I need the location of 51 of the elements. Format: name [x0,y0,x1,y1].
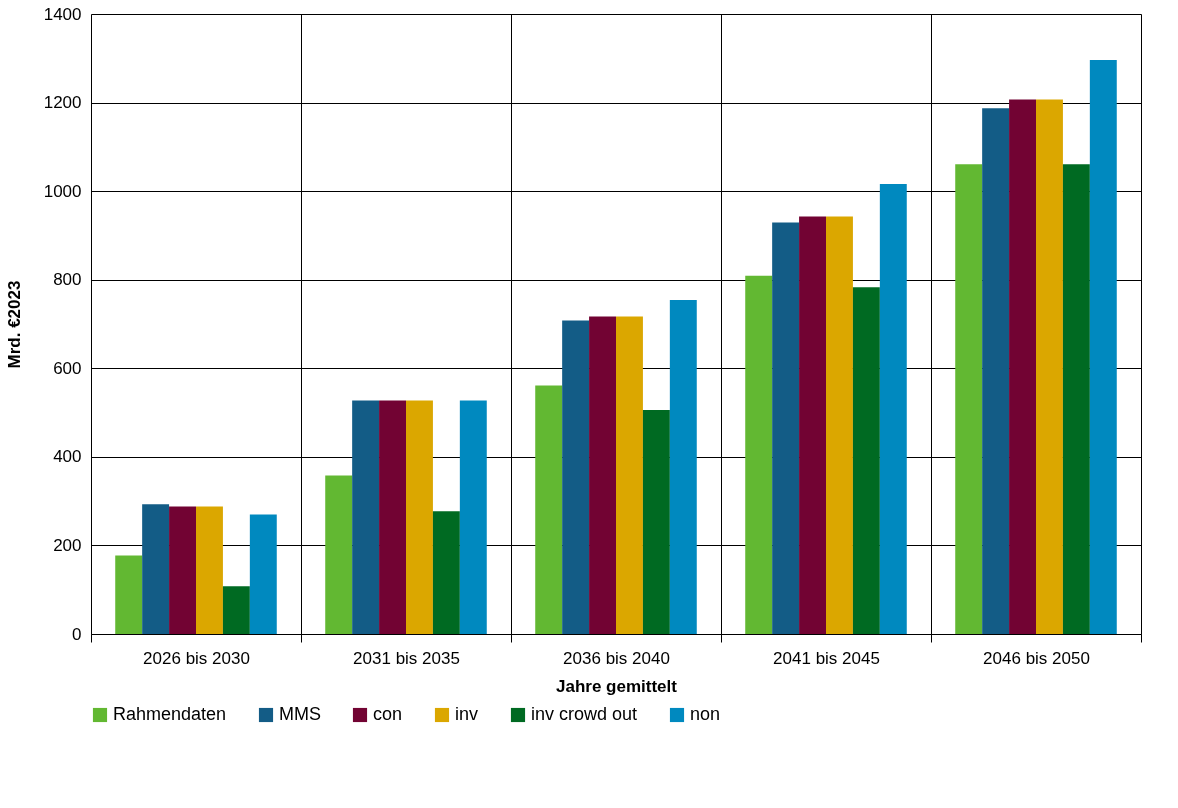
x-tick-label: 2026 bis 2030 [143,648,250,668]
bar [459,400,487,634]
x-axis-title: Jahre gemittelt [556,676,678,696]
bar [562,320,590,634]
x-tick-label: 2036 bis 2040 [563,648,670,668]
y-axis-title: Mrd. €2023 [4,280,24,369]
legend-label: Rahmendaten [113,704,227,724]
bar [196,506,223,634]
x-tick-label: 2031 bis 2035 [353,648,460,668]
bar [879,184,907,634]
bar [589,316,616,634]
y-tick-label: 1000 [43,181,82,201]
bar [852,287,880,634]
bar [799,216,826,634]
bar [669,300,697,634]
bar [535,385,563,634]
legend-label: inv crowd out [531,704,638,724]
bar [432,511,460,634]
bar [955,164,983,634]
bar [325,475,353,634]
y-tick-label: 1200 [43,93,82,113]
x-tick-label: 2041 bis 2045 [773,648,880,668]
bar [352,400,380,634]
legend-label: inv [455,704,479,724]
bar [1009,99,1036,634]
bar [1089,60,1117,634]
bar [115,555,143,634]
bar [169,506,196,634]
bar [249,514,277,634]
bar [745,275,773,634]
bar [982,108,1010,634]
bar [616,316,643,634]
y-tick-label: 400 [53,447,82,467]
y-tick-label: 0 [72,624,82,644]
y-tick-label: 800 [53,270,82,290]
y-tick-label: 200 [53,535,82,555]
legend-label: non [690,704,721,724]
y-tick-label: 600 [53,358,82,378]
legend-label: con [373,704,403,724]
bar [1062,164,1090,634]
bar [642,409,670,634]
bar [406,400,433,634]
y-tick-label: 1400 [43,4,82,24]
legend-label: MMS [279,704,321,724]
bar [379,400,406,634]
bar [826,216,853,634]
bar [1036,99,1063,634]
bar [772,222,800,634]
bar [142,504,170,634]
x-tick-label: 2046 bis 2050 [983,648,1090,668]
bar [222,586,250,634]
